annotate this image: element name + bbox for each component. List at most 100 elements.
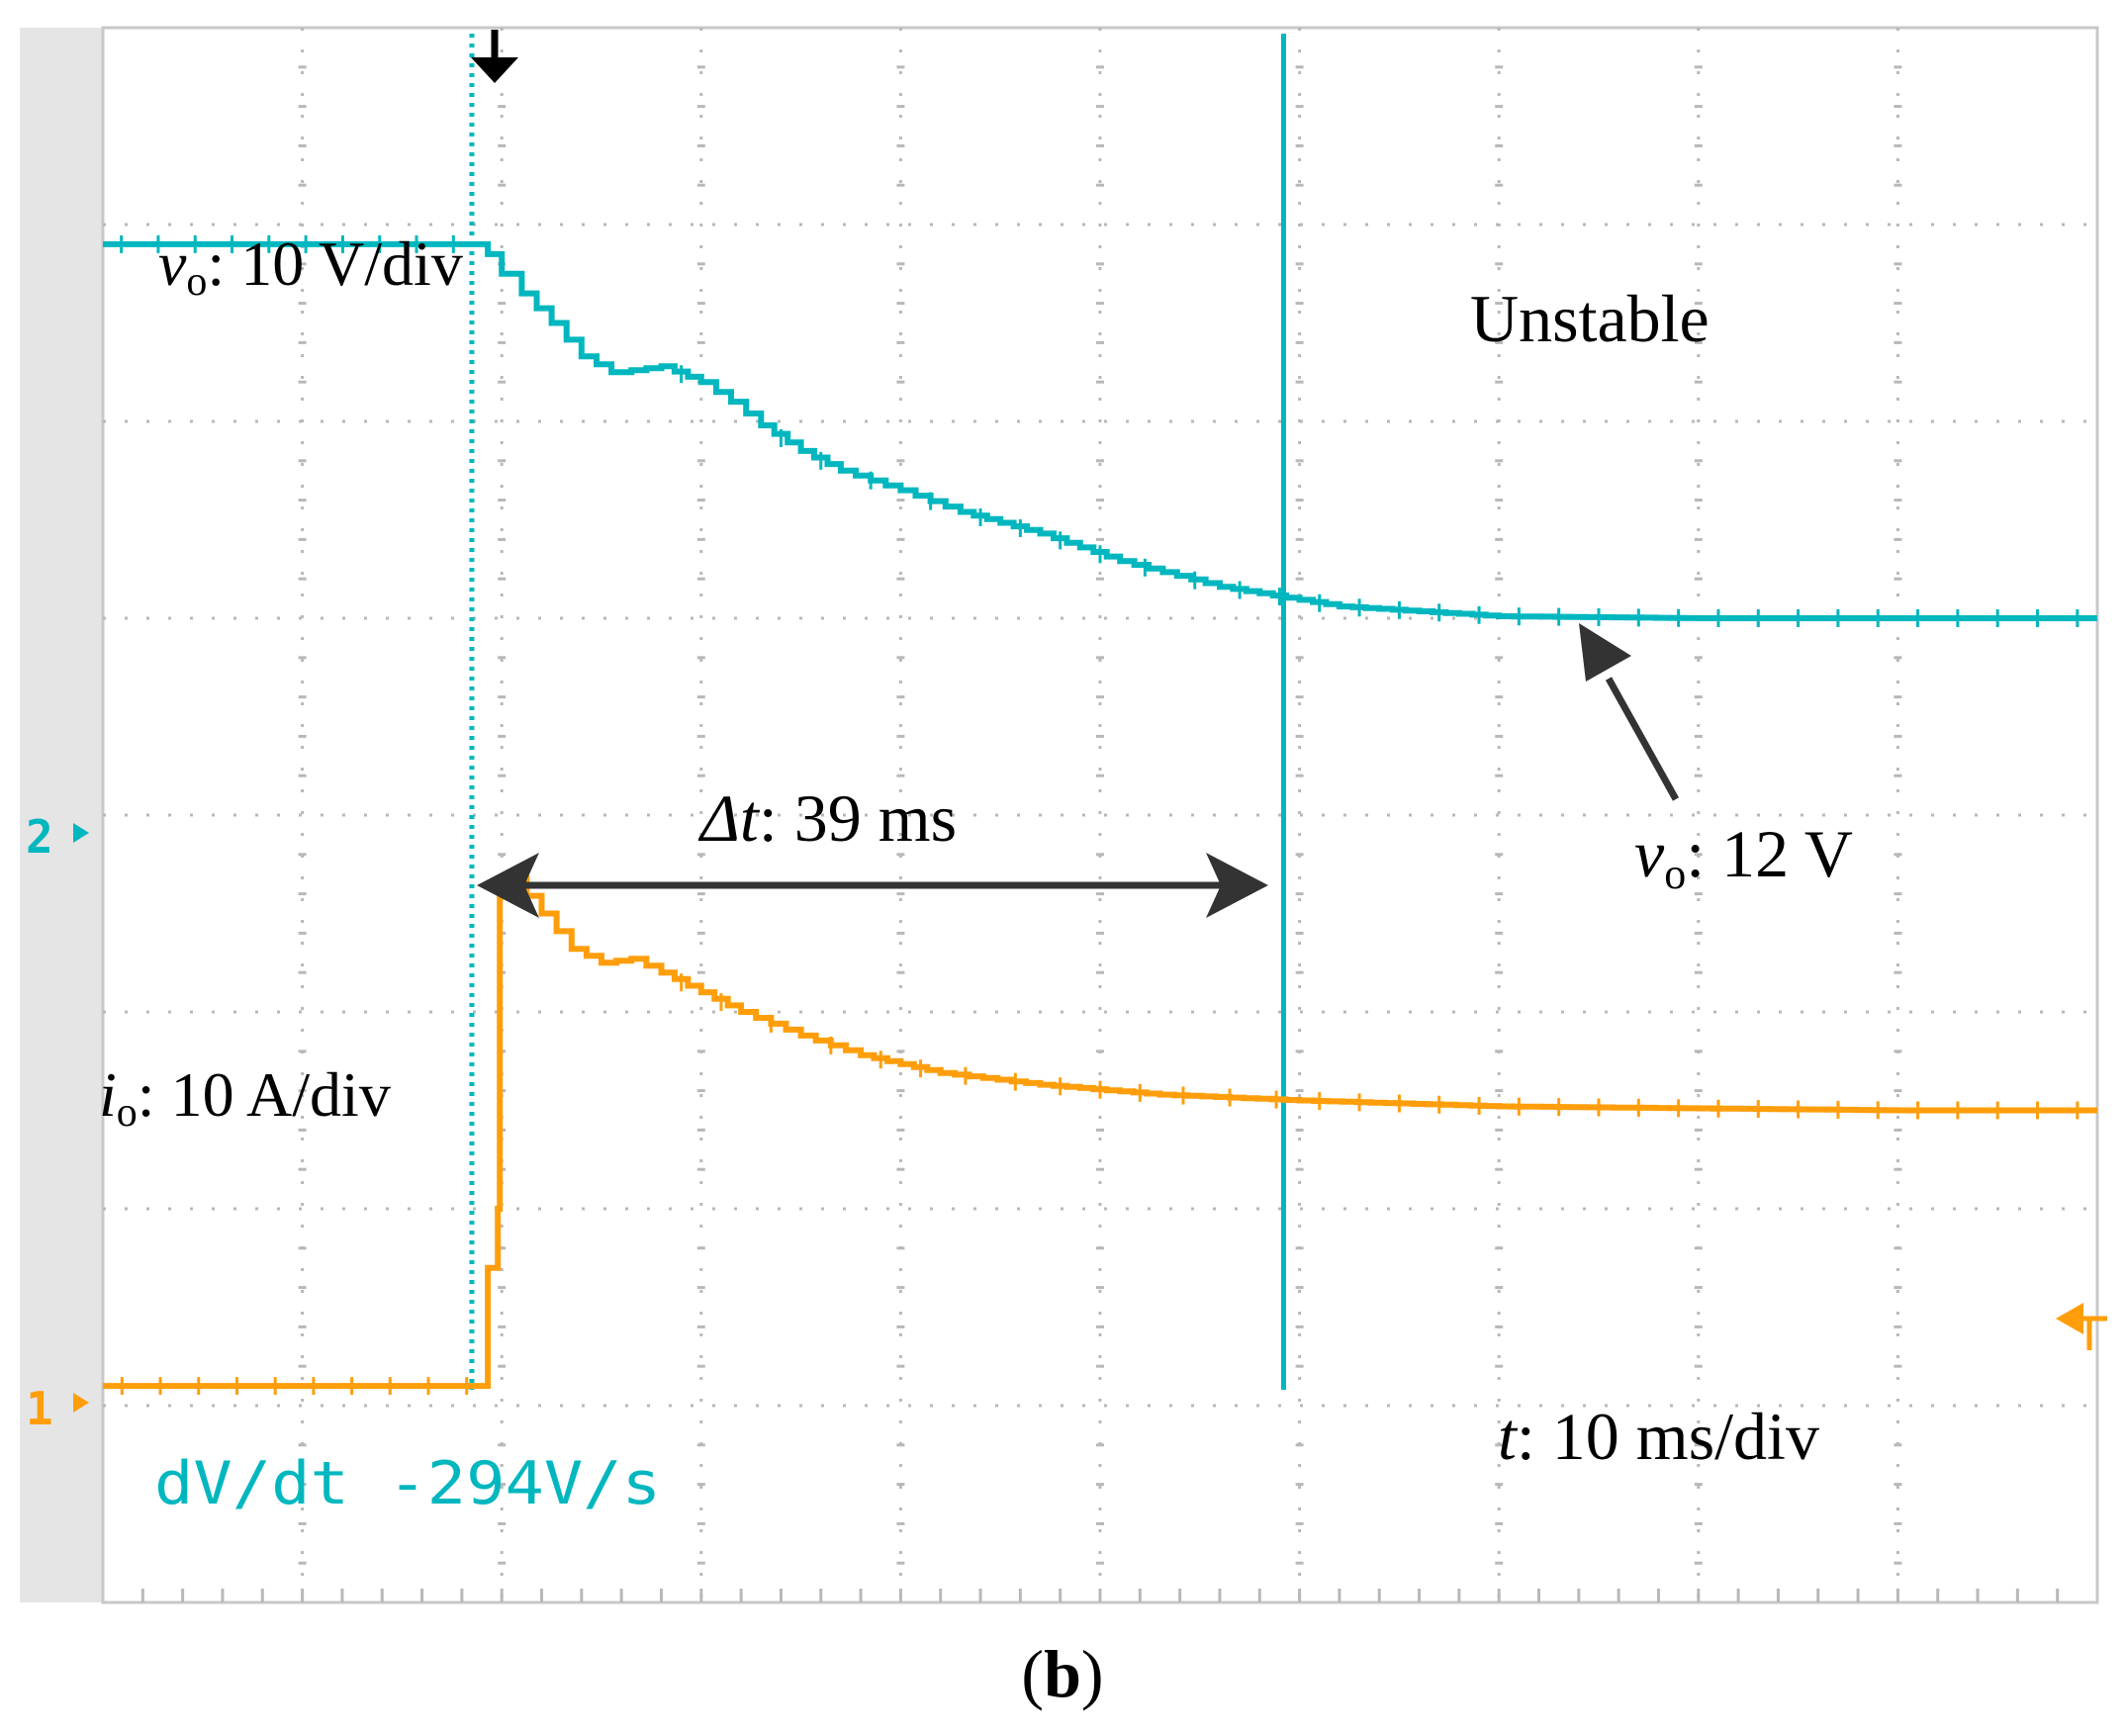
grid-tick (896, 537, 905, 541)
grid-tick (1295, 1443, 1304, 1447)
grid-tick (696, 302, 705, 306)
grid-tick (1694, 499, 1703, 503)
grid-tick (298, 105, 307, 109)
ch1-ground-marker: 1 (26, 1382, 89, 1435)
grid-tick (1894, 1483, 1902, 1487)
grid-tick (1894, 656, 1902, 660)
grid-tick (1495, 1050, 1504, 1053)
grid-tick (1295, 734, 1304, 738)
ch2-ground-marker: 2 (26, 810, 89, 864)
grid-tick (896, 656, 905, 660)
grid-tick (696, 853, 705, 857)
grid-tick (1096, 577, 1104, 581)
grid-tick (298, 1050, 307, 1053)
grid-tick (896, 183, 905, 187)
grid-tick (1894, 1286, 1902, 1290)
grid-tick (1295, 302, 1304, 306)
grid-tick (298, 1364, 307, 1368)
grid-tick (1096, 183, 1104, 187)
grid-tick (1694, 577, 1703, 581)
grid-tick (696, 970, 705, 974)
grid-tick (298, 656, 307, 660)
grid-tick (1694, 537, 1703, 541)
grid-tick (1694, 1364, 1703, 1368)
grid-tick (1295, 970, 1304, 974)
grid-tick (696, 1128, 705, 1132)
grid-tick (1894, 537, 1902, 541)
grid-tick (696, 105, 705, 109)
grid-tick (298, 262, 307, 266)
grid-tick (1096, 1443, 1104, 1447)
grid-tick (1096, 1286, 1104, 1290)
grid-tick (896, 105, 905, 109)
grid-tick (696, 1286, 705, 1290)
grid-tick (498, 537, 507, 541)
grid-tick (498, 656, 507, 660)
grid-tick (1295, 774, 1304, 777)
grid-tick (1694, 143, 1703, 147)
grid-tick (896, 1246, 905, 1250)
grid-tick (1295, 853, 1304, 857)
vo-level-arrow (1579, 623, 1680, 801)
grid-tick (896, 892, 905, 896)
grid-tick (1295, 1089, 1304, 1093)
grid-tick (896, 1483, 905, 1487)
grid-tick (1096, 143, 1104, 147)
grid-tick (498, 302, 507, 306)
grid-tick (298, 302, 307, 306)
grid-tick (1096, 695, 1104, 699)
grid-tick (298, 1483, 307, 1487)
grid-tick (696, 1521, 705, 1525)
delta-t-arrow (477, 853, 1268, 918)
grid-tick (896, 774, 905, 777)
grid-tick (298, 774, 307, 777)
grid-tick (498, 499, 507, 503)
grid-tick (696, 1483, 705, 1487)
grid-tick (1295, 1521, 1304, 1525)
grid-tick (1694, 340, 1703, 344)
grid-tick (896, 577, 905, 581)
grid-tick (696, 931, 705, 935)
grid-tick (1894, 774, 1902, 777)
grid-tick (1096, 1483, 1104, 1487)
grid-tick (1694, 1483, 1703, 1487)
grid-tick (696, 1325, 705, 1328)
grid-tick (498, 380, 507, 384)
grid-tick (1096, 499, 1104, 503)
grid-tick (896, 1443, 905, 1447)
grid-tick (1694, 1167, 1703, 1171)
grid-tick (1894, 1443, 1902, 1447)
grid-tick (1295, 1167, 1304, 1171)
graticule (103, 28, 2097, 1602)
grid-tick (1694, 1089, 1703, 1093)
grid-tick (1096, 262, 1104, 266)
grid-tick (1894, 105, 1902, 109)
grid-tick (1694, 1443, 1703, 1447)
grid-tick (1295, 931, 1304, 935)
grid-tick (1495, 105, 1504, 109)
grid-tick (696, 577, 705, 581)
grid-tick (1894, 1521, 1902, 1525)
grid-tick (896, 1286, 905, 1290)
grid-tick (498, 1521, 507, 1525)
grid-tick (1096, 1561, 1104, 1565)
grid-tick (1295, 65, 1304, 69)
grid-tick (1694, 656, 1703, 660)
grid-tick (1894, 853, 1902, 857)
grid-tick (1694, 459, 1703, 463)
trace-i_o (103, 874, 2097, 1390)
grid-tick (1694, 1561, 1703, 1565)
grid-tick (696, 892, 705, 896)
grid-tick (1894, 499, 1902, 503)
grid-tick (1894, 65, 1902, 69)
grid-tick (1295, 340, 1304, 344)
grid-tick (1694, 1246, 1703, 1250)
grid-tick (1694, 970, 1703, 974)
grid-tick (1495, 1443, 1504, 1447)
grid-tick (1495, 459, 1504, 463)
grid-tick (1096, 340, 1104, 344)
grid-tick (1495, 1246, 1504, 1250)
grid-tick (1295, 1050, 1304, 1053)
grid-tick (896, 459, 905, 463)
grid-tick (1495, 380, 1504, 384)
